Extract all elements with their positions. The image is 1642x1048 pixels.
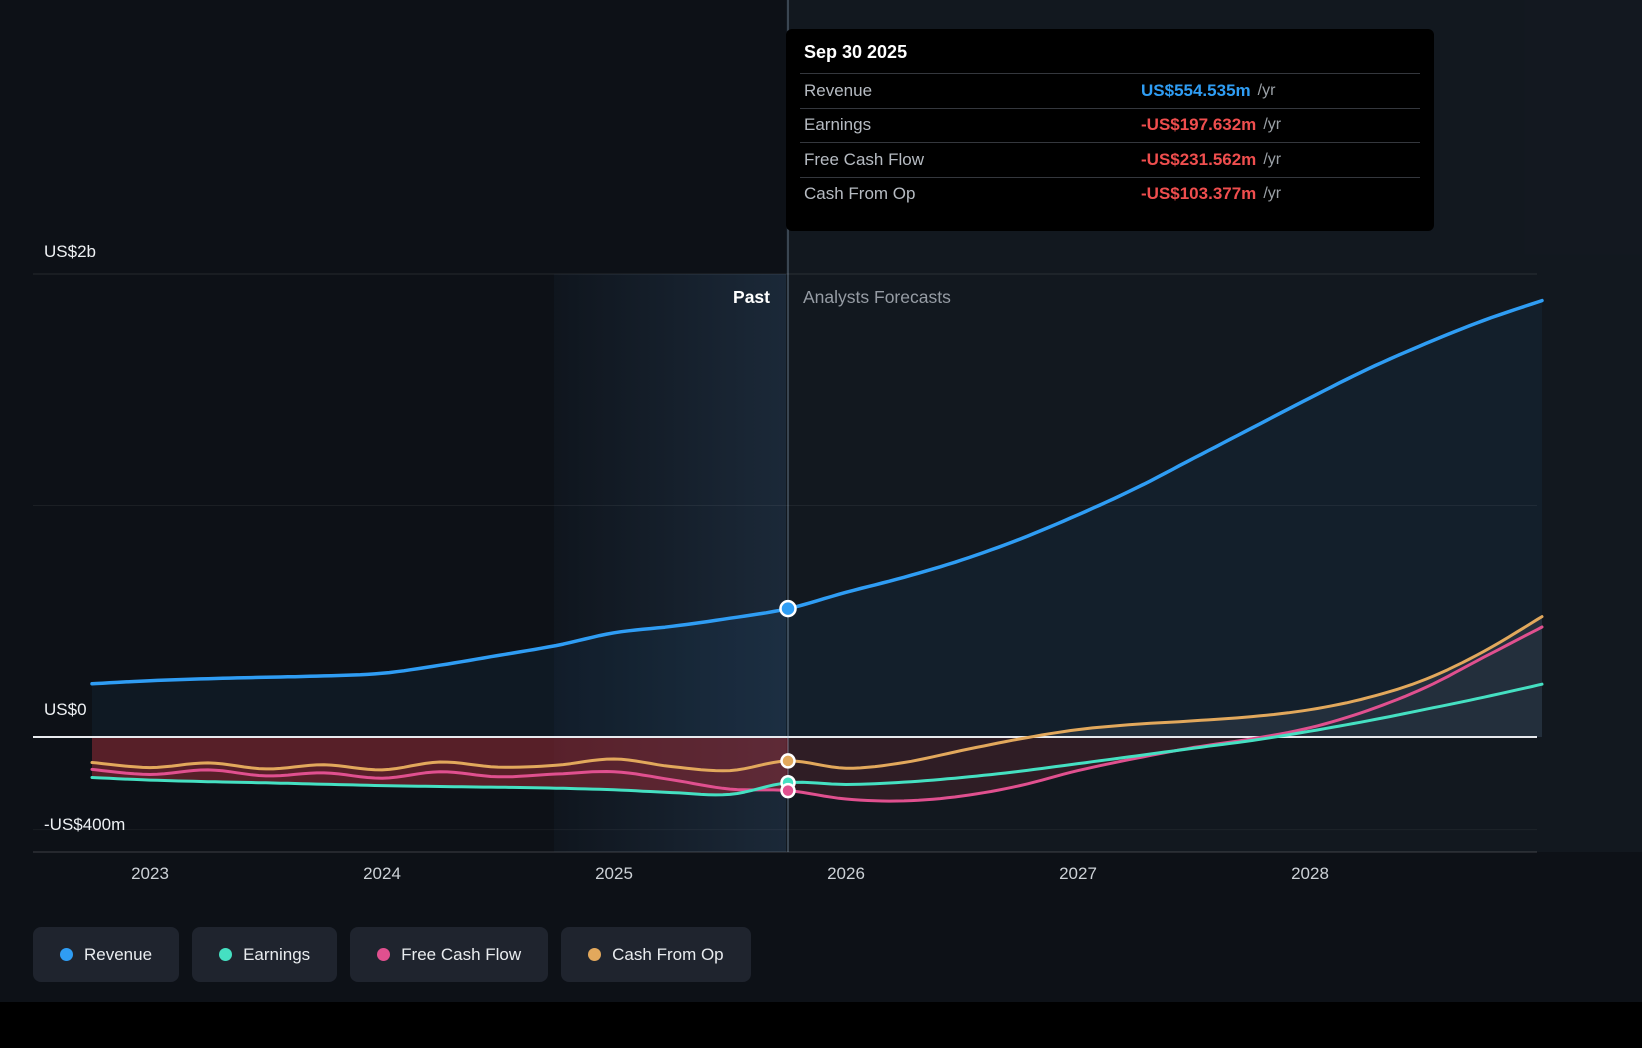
- y-axis-label-zero: US$0: [44, 700, 87, 719]
- x-axis-label-2023: 2023: [131, 864, 169, 883]
- free-cash-flow-line: [90, 625, 1544, 803]
- tooltip-label: Earnings: [804, 115, 872, 135]
- tooltip-row-free-cash-flow: Free Cash Flow -US$231.562m /yr: [800, 142, 1420, 177]
- tooltip-label: Revenue: [804, 80, 873, 100]
- tooltip-unit: /yr: [1263, 150, 1282, 168]
- chart-legend: Revenue Earnings Free Cash Flow Cash Fro…: [33, 927, 751, 982]
- legend-label: Free Cash Flow: [401, 944, 522, 964]
- past-region-label: Past: [733, 287, 770, 307]
- revenue-area-fill: [92, 300, 1542, 737]
- negative-past-fill: [92, 737, 788, 795]
- cash-from-op-marker: [780, 753, 796, 769]
- tooltip-row-cash-from-op: Cash From Op -US$103.377m /yr: [800, 176, 1420, 212]
- data-tooltip: Sep 30 2025 Revenue US$554.535m /yr Earn…: [786, 29, 1434, 231]
- bottom-bar: [0, 1002, 1642, 1048]
- free-cash-flow-marker: [780, 782, 796, 799]
- tooltip-date: Sep 30 2025: [804, 42, 908, 62]
- positive-forecast-fill: [788, 616, 1542, 737]
- x-axis-label-2025: 2025: [595, 864, 633, 883]
- earnings-dot-icon: [219, 948, 233, 961]
- legend-item-free-cash-flow[interactable]: Free Cash Flow: [350, 927, 549, 982]
- negative-forecast-fill: [788, 737, 1542, 802]
- tooltip-unit: /yr: [1263, 116, 1282, 134]
- legend-item-revenue[interactable]: Revenue: [33, 927, 180, 982]
- cash-from-op-dot-icon: [588, 948, 602, 961]
- legend-label: Earnings: [243, 944, 311, 964]
- x-axis-label-2024: 2024: [363, 864, 401, 883]
- x-axis-label-2026: 2026: [827, 864, 865, 883]
- legend-label: Revenue: [84, 944, 153, 964]
- x-axis-label-2027: 2027: [1059, 864, 1097, 883]
- tooltip-value: US$554.535m: [1141, 80, 1251, 100]
- y-axis-label-neg400m: -US$400m: [44, 815, 126, 834]
- tooltip-row-earnings: Earnings -US$197.632m /yr: [800, 107, 1420, 143]
- tooltip-unit: /yr: [1263, 185, 1282, 203]
- free-cash-flow-dot-icon: [377, 948, 391, 961]
- tooltip-value: -US$197.632m: [1141, 115, 1257, 135]
- revenue-line: [90, 298, 1544, 686]
- tooltip-unit: /yr: [1257, 81, 1276, 99]
- legend-label: Cash From Op: [612, 944, 724, 964]
- x-axis-label-2028: 2028: [1291, 864, 1329, 883]
- tooltip-label: Free Cash Flow: [804, 149, 924, 169]
- tooltip-value: -US$231.562m: [1141, 149, 1257, 169]
- tooltip-value: -US$103.377m: [1141, 184, 1257, 204]
- legend-item-earnings[interactable]: Earnings: [192, 927, 338, 982]
- revenue-marker: [779, 599, 797, 618]
- earnings-line: [90, 682, 1544, 797]
- y-axis-label-2b: US$2b: [44, 242, 96, 261]
- tooltip-label: Cash From Op: [804, 184, 916, 204]
- revenue-dot-icon: [60, 948, 73, 961]
- tooltip-row-revenue: Revenue US$554.535m /yr: [800, 73, 1420, 108]
- legend-item-cash-from-op[interactable]: Cash From Op: [561, 927, 751, 982]
- cash-from-op-line: [90, 615, 1544, 773]
- analysts-forecasts-label: Analysts Forecasts: [803, 287, 951, 307]
